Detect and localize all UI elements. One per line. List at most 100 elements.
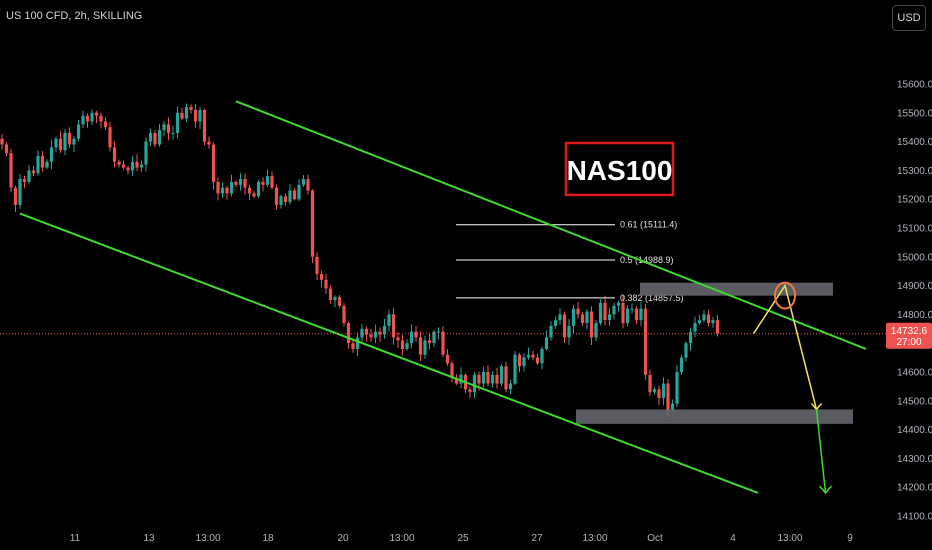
- candle-body: [27, 170, 31, 182]
- x-tick-label: 13:00: [582, 533, 607, 544]
- y-axis[interactable]: 15600.0 15500.0 15400.0 15300.0 15200.0 15100…: [886, 0, 932, 550]
- price-tag-countdown: 27:00: [896, 337, 921, 348]
- x-axis[interactable]: 11 13 13:00 18 20 13:00 25 27 13:00 Oct 4 13:00 9: [70, 533, 853, 544]
- price-tag-background: [886, 322, 932, 349]
- candle-body: [157, 130, 162, 145]
- candle-body: [49, 147, 54, 162]
- candle-body: [612, 305, 616, 315]
- channel-upper-line[interactable]: [235, 100, 867, 350]
- candle-body: [288, 190, 292, 203]
- candle-body: [373, 331, 378, 338]
- candle-body: [31, 170, 36, 174]
- projection-path-green[interactable]: [815, 409, 827, 494]
- candle-body: [99, 115, 103, 122]
- candle-body: [454, 377, 459, 384]
- candle-body: [607, 314, 612, 321]
- candle-body: [396, 337, 400, 341]
- candle-body: [94, 112, 99, 116]
- candle-body: [351, 343, 355, 349]
- x-tick-label: 4: [730, 533, 736, 544]
- candle-body: [4, 144, 9, 154]
- candle-body: [337, 297, 342, 306]
- candle-body: [459, 374, 463, 384]
- projection-path-yellow[interactable]: [752, 283, 818, 410]
- nas100-label-box[interactable]: NAS100: [564, 141, 675, 197]
- candle-body: [643, 308, 648, 375]
- candle-body: [148, 132, 153, 142]
- x-tick-label: 11: [70, 533, 81, 544]
- x-tick-label: 20: [337, 533, 349, 544]
- candle-body: [531, 354, 535, 358]
- projection-arrows[interactable]: [0, 281, 886, 495]
- candle-body: [634, 308, 639, 321]
- candle-body: [22, 179, 27, 182]
- candle-body: [247, 187, 252, 194]
- candle-body: [702, 314, 706, 321]
- channel-lower-line[interactable]: [19, 212, 759, 494]
- candle-body: [166, 124, 171, 133]
- candle-body: [180, 112, 184, 119]
- candle-body: [72, 138, 76, 145]
- candle-body: [171, 132, 175, 134]
- candle-body: [603, 302, 607, 321]
- candle-body: [252, 193, 256, 197]
- candle-body: [684, 343, 688, 358]
- candle-body: [189, 107, 193, 110]
- candle-body: [369, 334, 373, 338]
- candle-body: [648, 374, 652, 393]
- fib-retracement[interactable]: 0.382 (14857.5) 0.5 (14988.9) 0.61 (15111.…: [456, 220, 684, 303]
- candle-body: [423, 340, 427, 355]
- y-tick-label: 14300.0: [897, 454, 932, 465]
- candle-body: [139, 164, 144, 168]
- candle-body: [238, 179, 243, 185]
- candle-body: [490, 374, 495, 384]
- candle-body: [486, 372, 490, 384]
- candle-body: [193, 109, 198, 122]
- y-tick-label: 15600.0: [897, 80, 932, 91]
- candle-body: [706, 314, 711, 324]
- x-tick-label: 18: [262, 533, 274, 544]
- y-tick-label: 15200.0: [897, 195, 932, 206]
- candle-body: [540, 348, 544, 364]
- candle-body: [36, 156, 40, 174]
- candle-body: [711, 320, 715, 324]
- y-tick-label: 14200.0: [897, 483, 932, 494]
- x-tick-label: 27: [531, 533, 543, 544]
- candle-body: [301, 179, 306, 185]
- candle-body: [666, 383, 670, 410]
- candle-body: [135, 161, 139, 168]
- arrowhead-green: [818, 485, 833, 495]
- reversal-circle[interactable]: [774, 281, 796, 310]
- symbol-header[interactable]: US 100 CFD, 2h, SKILLING: [6, 10, 143, 22]
- candle-body: [63, 132, 67, 151]
- candle-body: [162, 124, 166, 131]
- candle-body: [90, 112, 94, 122]
- support-zone[interactable]: [576, 409, 853, 424]
- candle-body: [85, 115, 90, 122]
- channel-lines[interactable]: [19, 100, 867, 494]
- price-tag-value: 14732.6: [891, 326, 928, 337]
- fib-label-0-382: 0.382 (14857.5): [620, 293, 684, 303]
- candle-body: [697, 320, 702, 324]
- candle-body: [225, 187, 229, 194]
- candle-body: [76, 124, 81, 139]
- candle-body: [355, 337, 360, 349]
- candle-body: [639, 308, 643, 321]
- candle-body: [400, 340, 405, 349]
- y-tick-label: 14600.0: [897, 368, 932, 379]
- resistance-zone[interactable]: [640, 282, 833, 296]
- candle-body: [558, 314, 562, 321]
- candle-body: [270, 176, 274, 188]
- candle-body: [499, 366, 504, 384]
- candle-body: [436, 331, 441, 333]
- candle-body: [297, 184, 301, 200]
- y-tick-label: 15100.0: [897, 224, 932, 235]
- candle-body: [616, 302, 621, 306]
- candle-body: [571, 308, 576, 326]
- candle-body: [414, 331, 418, 338]
- candle-body: [256, 181, 261, 197]
- candle-body: [526, 354, 531, 358]
- candle-body: [112, 147, 117, 162]
- currency-button[interactable]: USD: [892, 5, 926, 31]
